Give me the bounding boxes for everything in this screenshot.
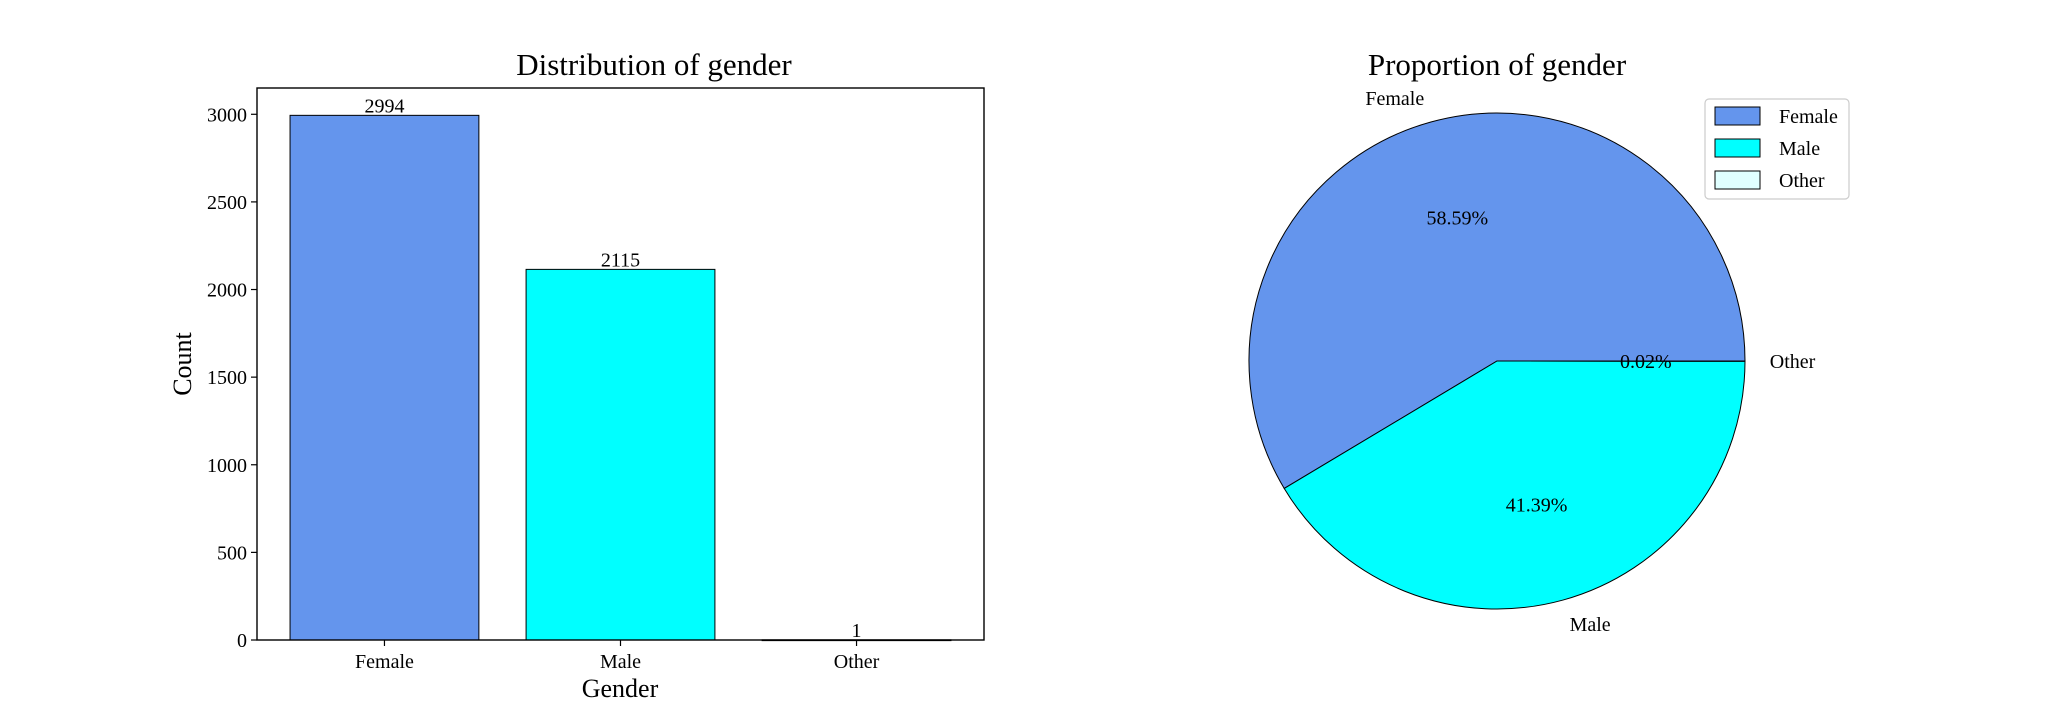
- legend-swatch-female: [1714, 106, 1761, 126]
- legend-label-female: Female: [1779, 106, 1838, 128]
- bar-chart-title: Distribution of gender: [516, 47, 792, 82]
- pie-percent-other: 0.02%: [1620, 351, 1672, 373]
- x-axis-label: Gender: [582, 674, 659, 703]
- pie-slice-labels: Female Male Other: [1365, 88, 1815, 636]
- legend-label-other: Other: [1779, 170, 1825, 192]
- x-tick-label-female: Female: [355, 651, 414, 673]
- y-tick-label: 500: [217, 542, 247, 564]
- pie-label-female: Female: [1365, 88, 1424, 110]
- pie-percent-male: 41.39%: [1506, 494, 1568, 516]
- legend-swatch-male: [1714, 138, 1761, 158]
- bar-value-label-female: 2994: [364, 95, 404, 117]
- pie-label-male: Male: [1570, 614, 1611, 636]
- bar-data-labels: 2994 2115 1: [364, 95, 861, 641]
- pie-chart: Proportion of gender Female Male Other 58.…: [1248, 47, 1850, 636]
- y-axis-ticks: 0 500 1000 1500 2000 2500 3000: [207, 104, 257, 652]
- pie-percent-female: 58.59%: [1426, 208, 1488, 230]
- pie-slices: [1248, 112, 1746, 610]
- x-tick-label-other: Other: [834, 651, 880, 673]
- legend: Female Male Other: [1704, 98, 1850, 200]
- plot-frame: [256, 87, 985, 641]
- pie-percent-labels: 58.59% 41.39% 0.02%: [1426, 208, 1671, 517]
- pie-chart-title: Proportion of gender: [1368, 47, 1627, 82]
- bar-female: [289, 114, 480, 641]
- legend-items: Female Male Other: [1714, 106, 1838, 192]
- y-tick-label: 1500: [207, 367, 247, 389]
- legend-swatch-other: [1714, 170, 1761, 190]
- y-tick-label: 1000: [207, 455, 247, 477]
- x-tick-label-male: Male: [600, 651, 641, 673]
- bar-value-label-male: 2115: [601, 249, 640, 271]
- legend-label-male: Male: [1779, 138, 1820, 160]
- bar-group: [289, 114, 952, 642]
- y-tick-label: 2000: [207, 280, 247, 302]
- y-tick-label: 3000: [207, 104, 247, 126]
- bar-chart: Distribution of gender 0 500 1000 1500 2000 2…: [168, 47, 985, 703]
- bar-value-label-other: 1: [852, 620, 862, 642]
- pie-slice-female: [1248, 112, 1746, 490]
- y-axis-label: Count: [168, 331, 197, 395]
- pie-slice-male: [1283, 360, 1746, 610]
- y-tick-label: 0: [237, 630, 247, 652]
- x-axis-ticks: Female Male Other: [355, 640, 880, 673]
- y-tick-label: 2500: [207, 192, 247, 214]
- bar-male: [525, 268, 716, 641]
- pie-label-other: Other: [1770, 351, 1816, 373]
